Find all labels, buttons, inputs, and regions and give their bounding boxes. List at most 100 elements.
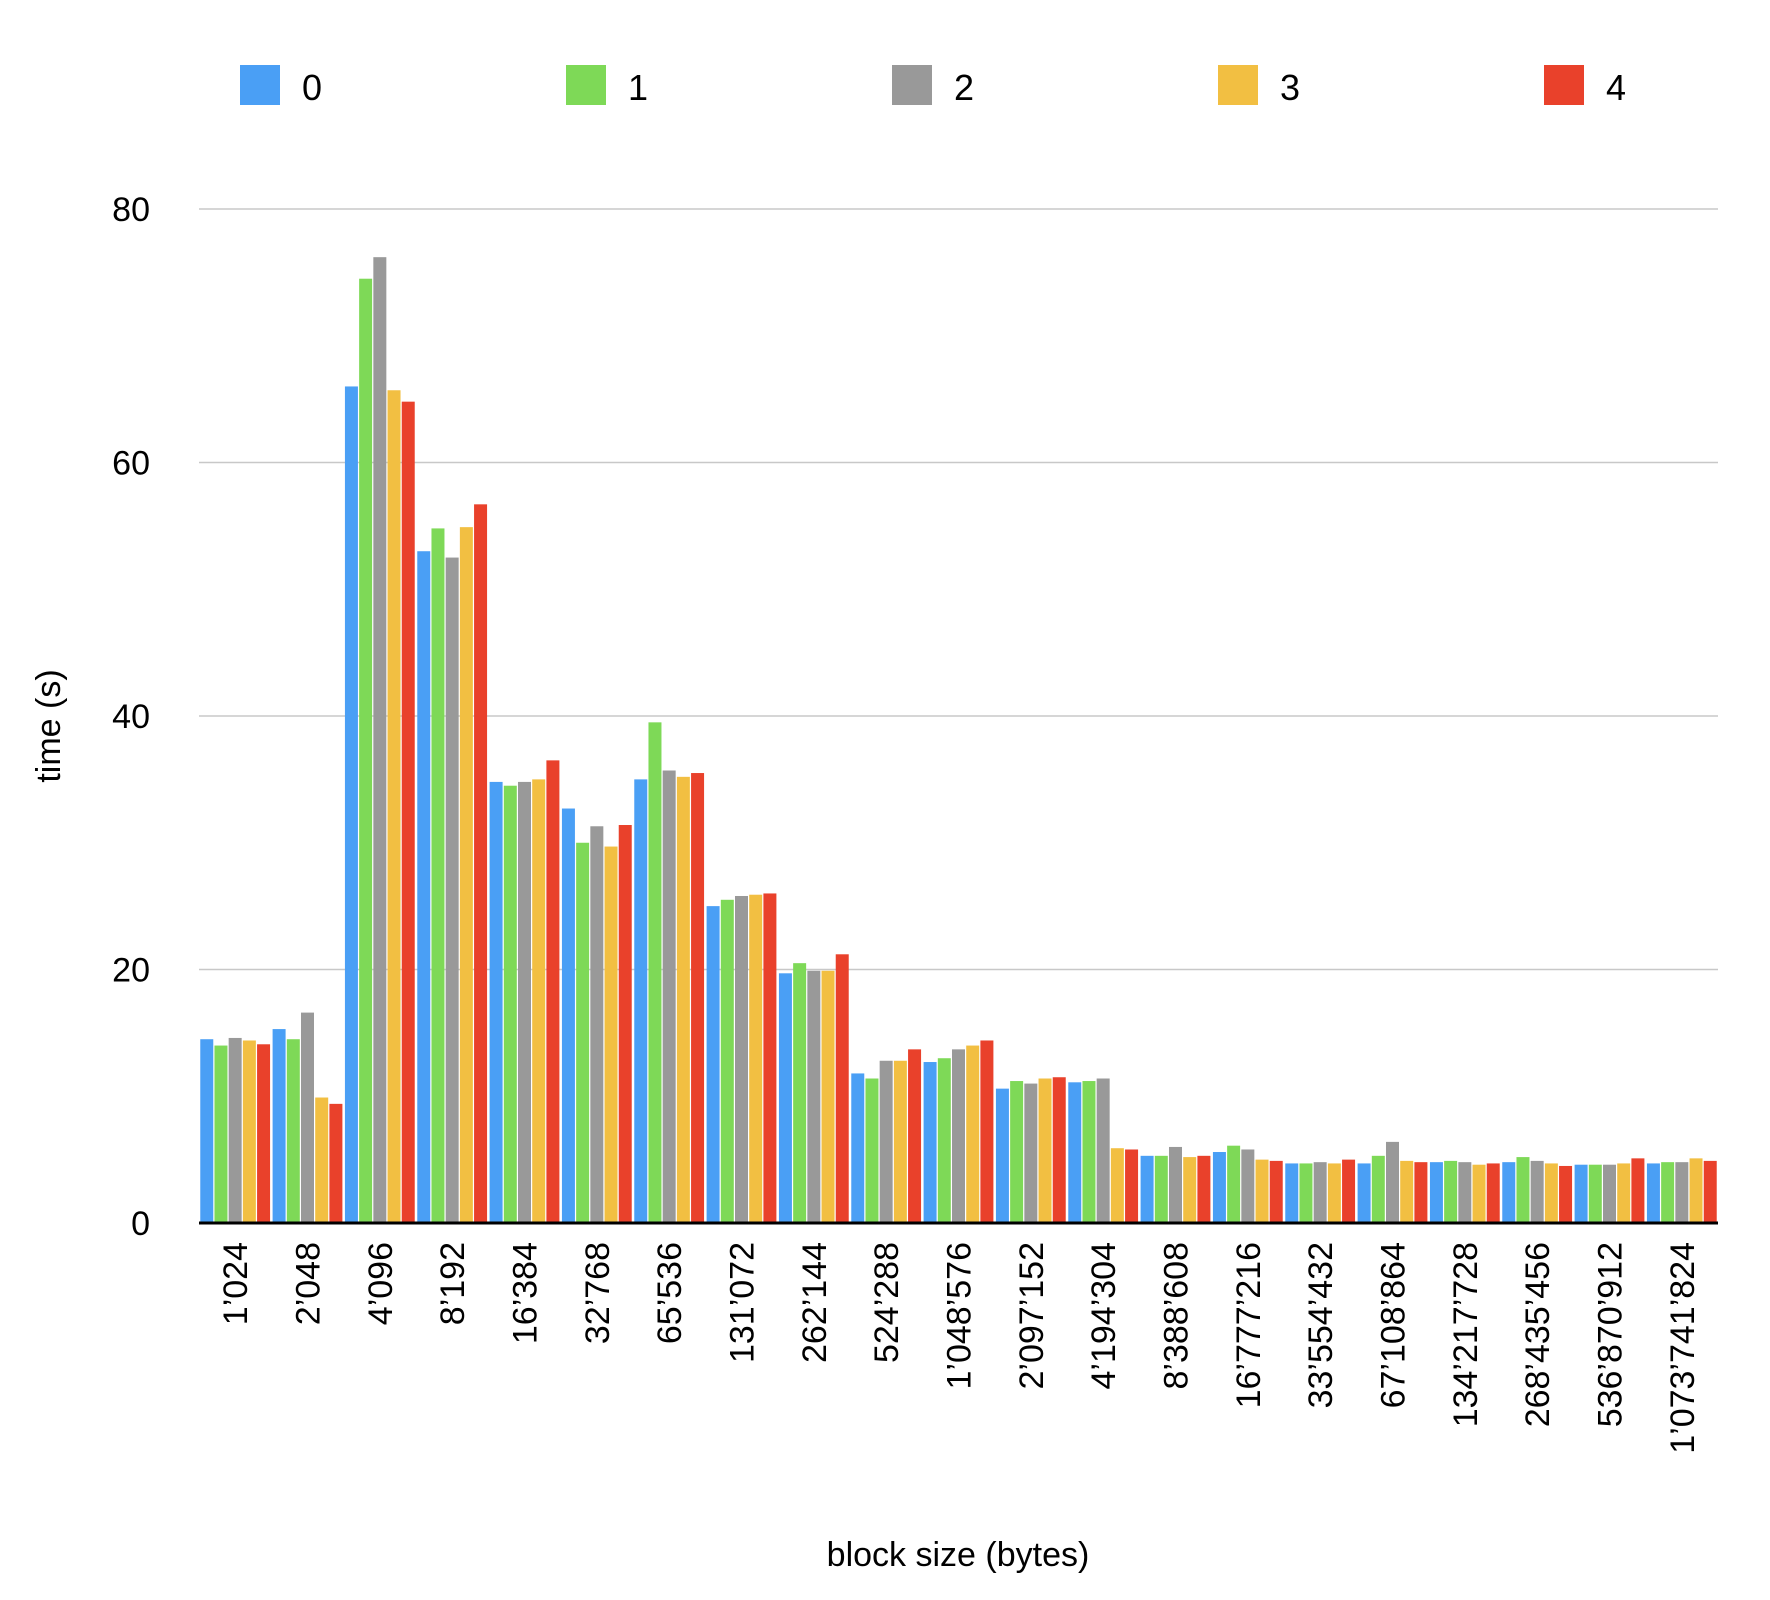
bar-2-3 <box>445 557 459 1223</box>
bar-3-11 <box>1038 1078 1052 1223</box>
bar-4-15 <box>1342 1159 1356 1223</box>
bar-0-9 <box>851 1073 865 1223</box>
bar-0-8 <box>778 973 792 1223</box>
bar-3-9 <box>893 1060 907 1223</box>
bar-0-18 <box>1502 1162 1516 1223</box>
bar-1-17 <box>1444 1160 1458 1223</box>
bar-2-8 <box>807 970 821 1223</box>
bar-2-18 <box>1530 1160 1544 1223</box>
bar-0-3 <box>417 551 431 1223</box>
bar-1-5 <box>576 842 590 1223</box>
bar-2-14 <box>1241 1149 1255 1223</box>
bar-2-15 <box>1313 1162 1327 1223</box>
bar-1-18 <box>1516 1157 1530 1223</box>
y-tick-label: 60 <box>112 445 150 483</box>
bar-2-17 <box>1458 1162 1472 1223</box>
bar-0-0 <box>200 1039 214 1223</box>
x-tick-label: 16’384 <box>507 1242 545 1344</box>
bar-3-2 <box>387 390 401 1223</box>
bar-4-13 <box>1197 1155 1211 1223</box>
x-tick-label: 4’096 <box>362 1242 400 1325</box>
bar-1-20 <box>1661 1162 1675 1223</box>
y-tick-label: 20 <box>112 952 150 990</box>
bar-0-6 <box>634 779 648 1223</box>
bar-0-7 <box>706 906 720 1223</box>
bar-3-20 <box>1689 1158 1703 1223</box>
bar-4-1 <box>329 1103 343 1223</box>
bar-0-10 <box>923 1062 937 1223</box>
bar-4-14 <box>1269 1160 1283 1223</box>
bar-2-4 <box>518 781 531 1223</box>
x-tick-label: 32’768 <box>579 1242 617 1344</box>
legend-swatch-0 <box>240 65 280 105</box>
y-tick-label: 80 <box>112 191 150 229</box>
x-tick-label: 67’108’864 <box>1375 1242 1413 1408</box>
x-tick-labels: 1’024 2’048 4’096 8’192 16’384 32’768 65’536 13… <box>217 1242 1702 1454</box>
bar-2-13 <box>1169 1146 1182 1223</box>
bar-1-6 <box>648 722 662 1223</box>
bar-1-15 <box>1299 1163 1313 1223</box>
x-tick-label: 1’024 <box>217 1242 255 1325</box>
bar-4-12 <box>1125 1149 1139 1223</box>
bar-2-7 <box>735 895 748 1223</box>
bar-4-2 <box>401 401 415 1223</box>
x-tick-label: 4’194’304 <box>1085 1242 1123 1389</box>
x-tick-label: 2’097’152 <box>1013 1242 1051 1389</box>
bar-2-16 <box>1386 1141 1399 1223</box>
bar-0-17 <box>1429 1162 1443 1223</box>
legend-swatch-4 <box>1544 65 1584 105</box>
legend-swatch-2 <box>892 65 932 105</box>
bar-4-5 <box>618 825 632 1223</box>
bar-4-16 <box>1414 1162 1428 1223</box>
bar-2-9 <box>879 1060 893 1223</box>
bar-4-6 <box>691 773 705 1223</box>
bar-2-6 <box>662 770 676 1223</box>
bar-1-1 <box>286 1039 300 1223</box>
bar-4-4 <box>546 760 560 1223</box>
bar-3-5 <box>604 846 618 1223</box>
legend-label-4: 4 <box>1606 67 1626 108</box>
bar-3-17 <box>1472 1164 1486 1223</box>
bar-3-19 <box>1617 1163 1631 1223</box>
x-tick-label: 1’073’741’824 <box>1664 1242 1702 1454</box>
bar-2-5 <box>590 826 604 1223</box>
bar-1-13 <box>1154 1155 1168 1223</box>
x-tick-label: 134’217’728 <box>1447 1242 1485 1427</box>
legend-label-3: 3 <box>1280 67 1300 108</box>
bar-2-12 <box>1096 1078 1110 1223</box>
bar-3-6 <box>676 776 690 1223</box>
bar-1-10 <box>937 1058 951 1223</box>
bar-0-14 <box>1212 1152 1226 1223</box>
x-tick-label: 2’048 <box>290 1242 328 1325</box>
bar-4-3 <box>474 504 488 1223</box>
bar-0-12 <box>1068 1082 1082 1223</box>
bar-0-4 <box>489 781 503 1223</box>
bar-3-0 <box>242 1040 256 1223</box>
bar-4-0 <box>257 1044 271 1223</box>
bar-2-20 <box>1675 1162 1689 1223</box>
bar-2-11 <box>1024 1083 1038 1223</box>
bar-1-3 <box>431 528 445 1223</box>
bar-0-19 <box>1574 1164 1588 1223</box>
bar-0-11 <box>995 1088 1009 1223</box>
bar-4-8 <box>835 954 849 1223</box>
y-tick-label: 40 <box>112 698 150 736</box>
bar-4-10 <box>980 1040 994 1223</box>
bar-0-20 <box>1646 1163 1660 1223</box>
bar-3-10 <box>966 1045 980 1223</box>
legend-label-0: 0 <box>302 67 322 108</box>
bar-3-15 <box>1327 1163 1341 1223</box>
bar-3-12 <box>1110 1148 1124 1223</box>
bar-1-8 <box>793 963 807 1223</box>
bar-0-15 <box>1285 1163 1299 1223</box>
bar-1-7 <box>720 899 734 1223</box>
bar-1-19 <box>1588 1164 1602 1223</box>
y-tick-labels: 0 20 40 60 80 <box>112 191 150 1243</box>
bar-0-1 <box>272 1029 286 1223</box>
bar-4-20 <box>1703 1160 1717 1223</box>
x-tick-label: 33’554’432 <box>1302 1242 1340 1408</box>
legend-swatch-3 <box>1218 65 1258 105</box>
bar-3-14 <box>1255 1159 1269 1223</box>
